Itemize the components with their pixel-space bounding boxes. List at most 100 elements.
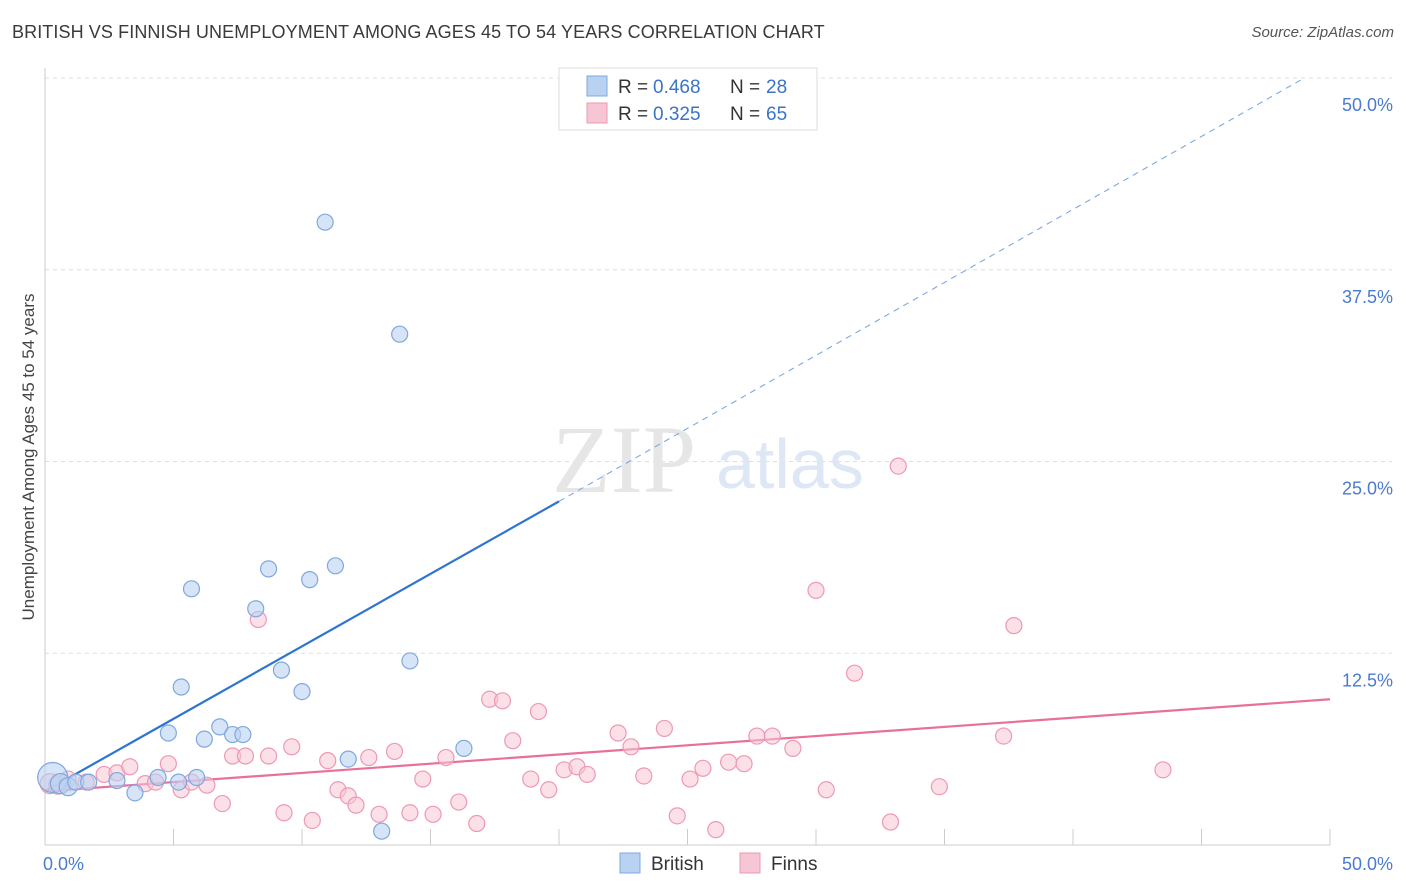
legend-r-value-british: 0.468: [653, 77, 701, 98]
finns-point-36: [504, 732, 522, 750]
finns-point-25: [360, 748, 378, 767]
y-tick-label-1: 25.0%: [1342, 479, 1393, 499]
british-point-5: [108, 771, 126, 790]
finns-point-15: [236, 747, 255, 765]
trend-lines: [44, 77, 1331, 793]
watermark-atlas: atlas: [716, 425, 864, 503]
x-tick-label-min: 0.0%: [43, 854, 84, 874]
british-point-23: [326, 557, 345, 575]
british-point-25: [373, 822, 391, 840]
british-point-28: [455, 739, 473, 757]
bottom-legend-swatch-british: [619, 852, 641, 874]
british-point-24: [339, 750, 357, 768]
british-point-16: [234, 725, 252, 744]
british-point-14: [211, 718, 229, 736]
x-tick-label-max: 50.0%: [1342, 854, 1393, 874]
finns-point-48: [681, 770, 699, 788]
british-point-26: [391, 325, 409, 343]
finns-point-28: [401, 804, 419, 822]
finns-point-33: [468, 814, 486, 833]
finns-point-62: [995, 727, 1013, 745]
finns-point-45: [635, 767, 653, 785]
finns-point-37: [522, 770, 540, 788]
british-point-18: [259, 560, 278, 578]
british-trend-extension: [558, 77, 1305, 502]
british-point-10: [159, 724, 177, 742]
finns-point-21: [319, 752, 337, 770]
finns-point-32: [450, 793, 468, 811]
british-point-17: [247, 600, 265, 618]
finns-point-19: [283, 738, 301, 756]
axes: [44, 68, 1331, 846]
finns-point-43: [609, 724, 627, 742]
finns-point-50: [707, 821, 725, 839]
british-point-9: [188, 768, 206, 787]
finns-point-17: [259, 747, 278, 765]
finns-point-49: [694, 759, 712, 777]
british-point-4: [80, 773, 98, 791]
finns-point-60: [889, 457, 907, 475]
finns-point-18: [275, 804, 293, 822]
legend-n-value-british: 28: [766, 77, 787, 98]
legend-r-label-finns: R =: [618, 104, 648, 125]
british-trend-line: [44, 500, 560, 793]
legend-r-label-british: R =: [618, 77, 648, 98]
finns-point-39: [540, 781, 558, 799]
source-credit: Source: ZipAtlas.com: [1251, 24, 1394, 41]
finns-point-61: [930, 778, 948, 796]
british-point-19: [272, 661, 291, 679]
legend-r-value-finns: 0.325: [653, 104, 701, 125]
finns-point-27: [385, 742, 404, 761]
finns-point-53: [748, 727, 766, 745]
finns-point-46: [655, 719, 673, 738]
finns-point-56: [807, 581, 825, 599]
finns-point-51: [720, 753, 738, 771]
legend-swatch-finns: [586, 102, 608, 124]
legend-swatch-british: [586, 75, 608, 97]
legend-box: R = 0.468 N = 28 R = 0.325 N = 65: [558, 67, 818, 131]
legend-n-label-british: N =: [730, 77, 760, 98]
finns-point-63: [1005, 617, 1023, 635]
finns-point-6: [121, 758, 139, 776]
watermark: ZIP atlas: [552, 406, 864, 513]
finns-point-35: [493, 692, 512, 710]
bottom-legend-swatch-finns: [739, 852, 761, 874]
finns-point-44: [622, 738, 640, 756]
finns-point-13: [213, 794, 231, 813]
bottom-legend-label-british: British: [651, 854, 704, 875]
british-point-21: [301, 571, 319, 589]
finns-point-54: [763, 727, 781, 745]
gridlines: [45, 77, 1392, 654]
y-tick-label-2: 37.5%: [1342, 287, 1393, 307]
british-point-22: [316, 213, 334, 231]
finns-point-52: [735, 755, 753, 773]
y-tick-label-3: 50.0%: [1342, 95, 1393, 115]
british-point-7: [149, 768, 167, 787]
british-point-27: [401, 652, 419, 670]
finns-point-30: [424, 805, 442, 823]
finns-point-26: [370, 805, 388, 823]
finns-point-55: [784, 739, 802, 757]
finns-point-57: [817, 781, 835, 799]
british-point-13: [195, 730, 213, 748]
legend-n-label-finns: N =: [730, 104, 760, 125]
finns-point-64: [1154, 761, 1172, 779]
chart-title: BRITISH VS FINNISH UNEMPLOYMENT AMONG AG…: [12, 22, 825, 42]
finns-point-58: [845, 664, 864, 682]
british-point-6: [126, 784, 144, 802]
y-tick-label-0: 12.5%: [1342, 670, 1393, 690]
y-tick-labels: 12.5% 25.0% 37.5% 50.0%: [1342, 95, 1393, 690]
british-point-12: [182, 580, 201, 598]
finns-points: [39, 457, 1172, 839]
finns-point-29: [414, 770, 432, 788]
legend-n-value-finns: 65: [766, 104, 787, 125]
finns-trend-line: [44, 698, 1331, 793]
finns-point-59: [881, 813, 900, 831]
bottom-legend-label-finns: Finns: [771, 854, 817, 875]
finns-point-24: [347, 796, 365, 814]
watermark-zip: ZIP: [552, 406, 696, 513]
finns-point-42: [578, 765, 596, 784]
finns-point-31: [437, 748, 455, 767]
finns-point-20: [303, 811, 321, 830]
